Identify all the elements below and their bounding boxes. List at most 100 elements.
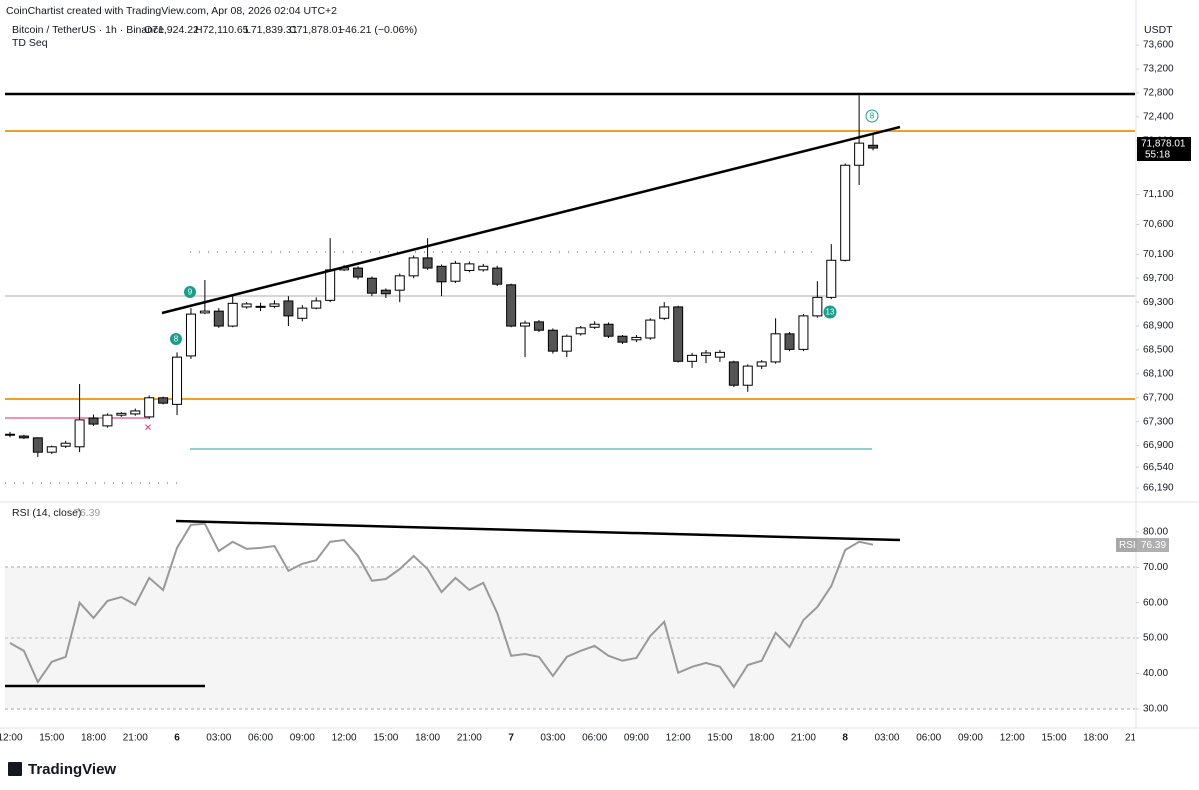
x-tick-label: 21:00 xyxy=(791,733,816,744)
candle-body xyxy=(812,296,823,317)
x-tick-label: 15:00 xyxy=(39,733,64,744)
y-tick-label: 70,600 xyxy=(1143,219,1174,230)
candle-body xyxy=(32,437,43,453)
currency: USDT xyxy=(1144,24,1173,36)
x-tick-label: 15:00 xyxy=(1041,733,1066,744)
x-tick-label: 12:00 xyxy=(666,733,691,744)
candle-body xyxy=(770,333,781,363)
x-tick-label: 15:00 xyxy=(373,733,398,744)
y-tick-label: 50.00 xyxy=(1143,633,1168,644)
candle-body xyxy=(269,303,280,307)
ohlc-close: C71,878.01 xyxy=(289,24,343,36)
x-tick-label: 12:00 xyxy=(1000,733,1025,744)
x-tick-label: 09:00 xyxy=(624,733,649,744)
candle-body xyxy=(88,417,99,425)
td-marker xyxy=(865,109,879,123)
candle-body xyxy=(450,262,461,282)
candle-body xyxy=(144,397,155,418)
rsi-trend-line xyxy=(175,519,901,542)
candle-body xyxy=(520,322,531,327)
candle-body xyxy=(631,336,642,341)
candle-body xyxy=(478,265,489,271)
candle-body xyxy=(185,313,196,357)
y-tick-label: 69,700 xyxy=(1143,273,1174,284)
candle-body xyxy=(784,333,795,350)
candle-body xyxy=(102,414,113,427)
y-tick-label: 80.00 xyxy=(1143,527,1168,538)
indicator-name: TD Seq xyxy=(12,37,48,49)
candle-body xyxy=(868,144,879,149)
td-label: 8 xyxy=(870,112,875,121)
x-tick-label: 06:00 xyxy=(916,733,941,744)
y-tick-label: 70.00 xyxy=(1143,562,1168,573)
y-tick-label: 72,400 xyxy=(1143,111,1174,122)
rsi-tag xyxy=(1116,538,1137,552)
ohlc-open: O71,924.22 xyxy=(144,24,199,36)
y-tick-label: 60.00 xyxy=(1143,597,1168,608)
candle-body xyxy=(241,303,252,308)
candle-body xyxy=(701,352,711,356)
rsi-title: RSI (14, close) xyxy=(12,507,81,519)
candle-body xyxy=(199,310,210,314)
candle-body xyxy=(617,335,628,343)
candle-body xyxy=(408,257,419,277)
logo-icon xyxy=(8,762,22,776)
candle-body xyxy=(742,365,753,386)
candle-body xyxy=(506,284,517,327)
td-marker xyxy=(184,286,196,298)
y-tick-label: 30.00 xyxy=(1143,704,1168,715)
x-tick-label: 21:00 xyxy=(457,733,482,744)
rsi-tag-name: RSI xyxy=(1119,540,1136,551)
x-tick-label: 03:00 xyxy=(206,733,231,744)
y-tick-label: 40.00 xyxy=(1143,668,1168,679)
candle-body xyxy=(561,335,572,352)
y-tick-label: 73,600 xyxy=(1143,40,1174,51)
candle-body xyxy=(756,361,767,367)
x-tick-label: 21:00 xyxy=(123,733,148,744)
candle-body xyxy=(5,433,15,436)
candle-body xyxy=(840,164,851,261)
candle-body xyxy=(158,397,169,404)
candle-body xyxy=(589,323,600,328)
y-tick-label: 69,300 xyxy=(1143,297,1174,308)
candles xyxy=(5,95,879,689)
y-tick-label: 68,100 xyxy=(1143,369,1174,380)
candle-body xyxy=(130,410,141,415)
x-tick-label: 06:00 xyxy=(582,733,607,744)
axes: 12:00 15:00 18:00 21:00 6 03:00 06:00 09:00 12:0… xyxy=(0,40,1174,744)
candle-body xyxy=(798,315,809,350)
y-tick-label: 66,190 xyxy=(1143,483,1174,494)
x-tick-label: 18:00 xyxy=(1083,733,1108,744)
candle-body xyxy=(687,354,698,362)
watermark-bg xyxy=(0,0,300,20)
y-tick-label: 72,800 xyxy=(1143,88,1174,99)
candle-body xyxy=(422,257,433,269)
candle-body xyxy=(366,277,377,294)
candle-body xyxy=(74,419,85,448)
candle-body xyxy=(213,310,224,327)
y-tick-label: 71,100 xyxy=(1143,189,1174,200)
x-tick-label: 03:00 xyxy=(540,733,565,744)
candle-body xyxy=(18,435,29,439)
x-tick-label: 7 xyxy=(508,733,514,744)
td-label: 8 xyxy=(174,335,179,344)
x-tick-label: 21:00 xyxy=(1125,733,1150,744)
y-tick-label: 67,700 xyxy=(1143,392,1174,403)
candle-body xyxy=(311,300,322,309)
td-marker xyxy=(823,305,837,319)
candle-body xyxy=(603,323,614,337)
change: −46.21 (−0.06%) xyxy=(339,24,417,36)
price-tag-countdown: 55:18 xyxy=(1145,150,1170,161)
candle-body xyxy=(854,142,865,166)
candle-body xyxy=(172,356,183,405)
candle-body xyxy=(714,351,725,358)
td-label: 13 xyxy=(826,308,835,317)
rsi-tag-value: 76.39 xyxy=(1141,540,1166,551)
candle-body xyxy=(575,327,586,335)
candle-body xyxy=(464,263,475,271)
td-label: 9 xyxy=(188,288,193,297)
ohlc-high: H72,110.65 xyxy=(195,24,249,36)
y-tick-label: 66,540 xyxy=(1143,462,1174,473)
rsi-tag xyxy=(1137,538,1169,552)
